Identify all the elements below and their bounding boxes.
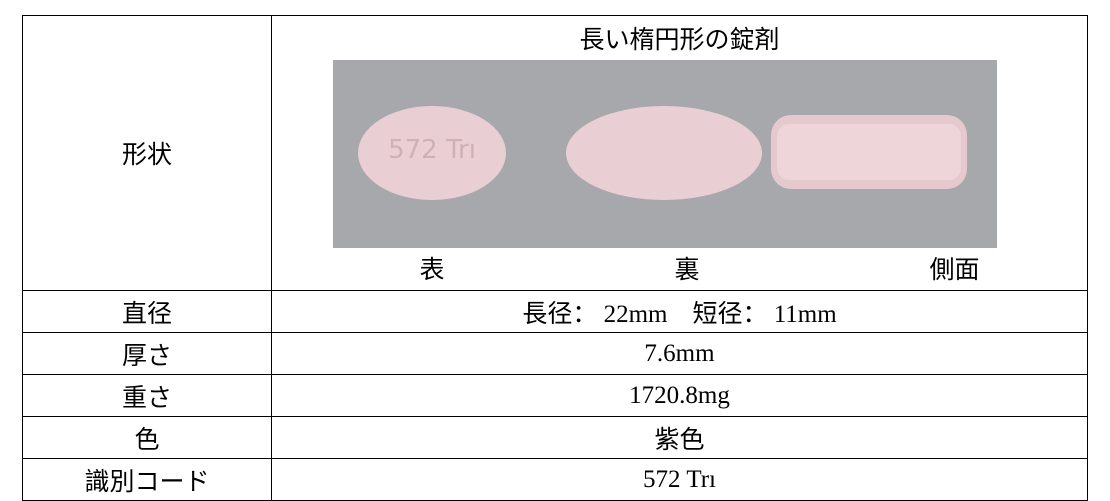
row-value: 1720.8mg <box>271 374 1088 417</box>
row-label: 厚さ <box>22 332 272 375</box>
info-row: 色紫色 <box>22 416 1088 459</box>
row-value: 7.6mm <box>271 332 1088 375</box>
info-row: 識別コード 572 Trı <box>22 458 1088 501</box>
row-label: 直径 <box>22 290 272 333</box>
info-row: 厚さ 7.6mm <box>22 332 1088 375</box>
row-label: 識別コード <box>22 458 272 501</box>
view-label: 側面 <box>929 257 980 284</box>
view-label: 裏 <box>674 257 700 284</box>
view-label: 表 <box>419 257 445 284</box>
info-row: 直径 長径： 22mm 短径： 11mm <box>22 290 1088 333</box>
row-label: 形状 <box>22 15 272 291</box>
row-label: 色 <box>22 416 272 459</box>
row-label: 重さ <box>22 374 272 417</box>
tablet-imprint: 572 Trı <box>388 135 476 165</box>
row-value: 紫色 <box>271 416 1088 459</box>
view-labels: 表 裏 側面 <box>380 248 980 290</box>
row-value: 長径： 22mm 短径： 11mm <box>271 290 1088 333</box>
tablet-photo: 572 Trı <box>332 60 997 248</box>
shape-description: 長い楕円形の錠剤 <box>579 27 780 54</box>
drug-info-table: 形状 長い楕円形の錠剤 572 Trı 表 裏 側面 直径 長径： 22mm 短径… <box>22 15 1088 501</box>
shape-cell: 長い楕円形の錠剤 572 Trı 表 裏 側面 <box>271 15 1088 291</box>
row-value: 572 Trı <box>271 458 1088 501</box>
info-row: 重さ 1720.8mg <box>22 374 1088 417</box>
shape-row: 形状 長い楕円形の錠剤 572 Trı 表 裏 側面 <box>22 15 1088 291</box>
